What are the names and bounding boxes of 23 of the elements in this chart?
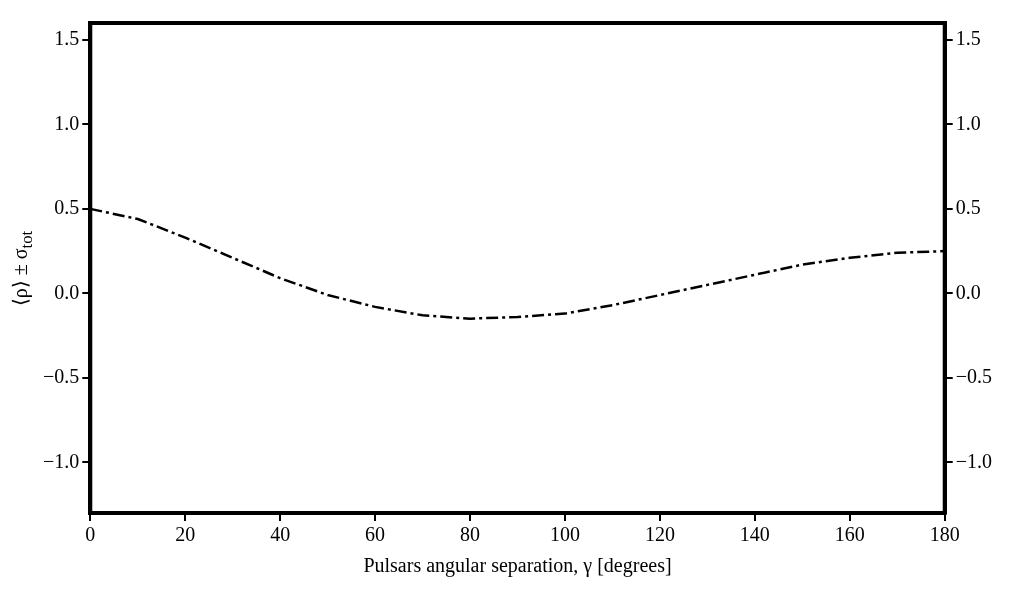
y2-tick-label: −1.0 — [955, 449, 992, 472]
y-tick-label: 0.5 — [54, 196, 80, 219]
y2-tick-label: 1.0 — [955, 111, 981, 134]
x-axis-title: Pulsars angular separation, γ [degrees] — [363, 554, 672, 578]
x-tick-label: 80 — [460, 523, 481, 546]
y-tick-label: 1.5 — [54, 27, 80, 50]
y2-tick-label: −0.5 — [955, 365, 992, 388]
y-tick-label: 1.0 — [54, 111, 80, 134]
x-tick-label: 140 — [739, 523, 770, 546]
y-tick-label: −1.0 — [43, 449, 80, 472]
y2-tick-label: 1.5 — [955, 27, 981, 50]
x-tick-label: 100 — [549, 523, 580, 546]
x-tick-label: 40 — [270, 523, 291, 546]
x-tick-label: 0 — [85, 523, 96, 546]
y-tick-label: 0.0 — [54, 280, 80, 303]
y2-tick-label: 0.5 — [955, 196, 981, 219]
x-tick-label: 120 — [644, 523, 675, 546]
x-tick-label: 60 — [365, 523, 386, 546]
x-tick-label: 160 — [834, 523, 865, 546]
x-tick-label: 20 — [175, 523, 196, 546]
y-tick-label: −0.5 — [43, 365, 80, 388]
y2-tick-label: 0.0 — [955, 280, 981, 303]
x-tick-label: 180 — [929, 523, 960, 546]
